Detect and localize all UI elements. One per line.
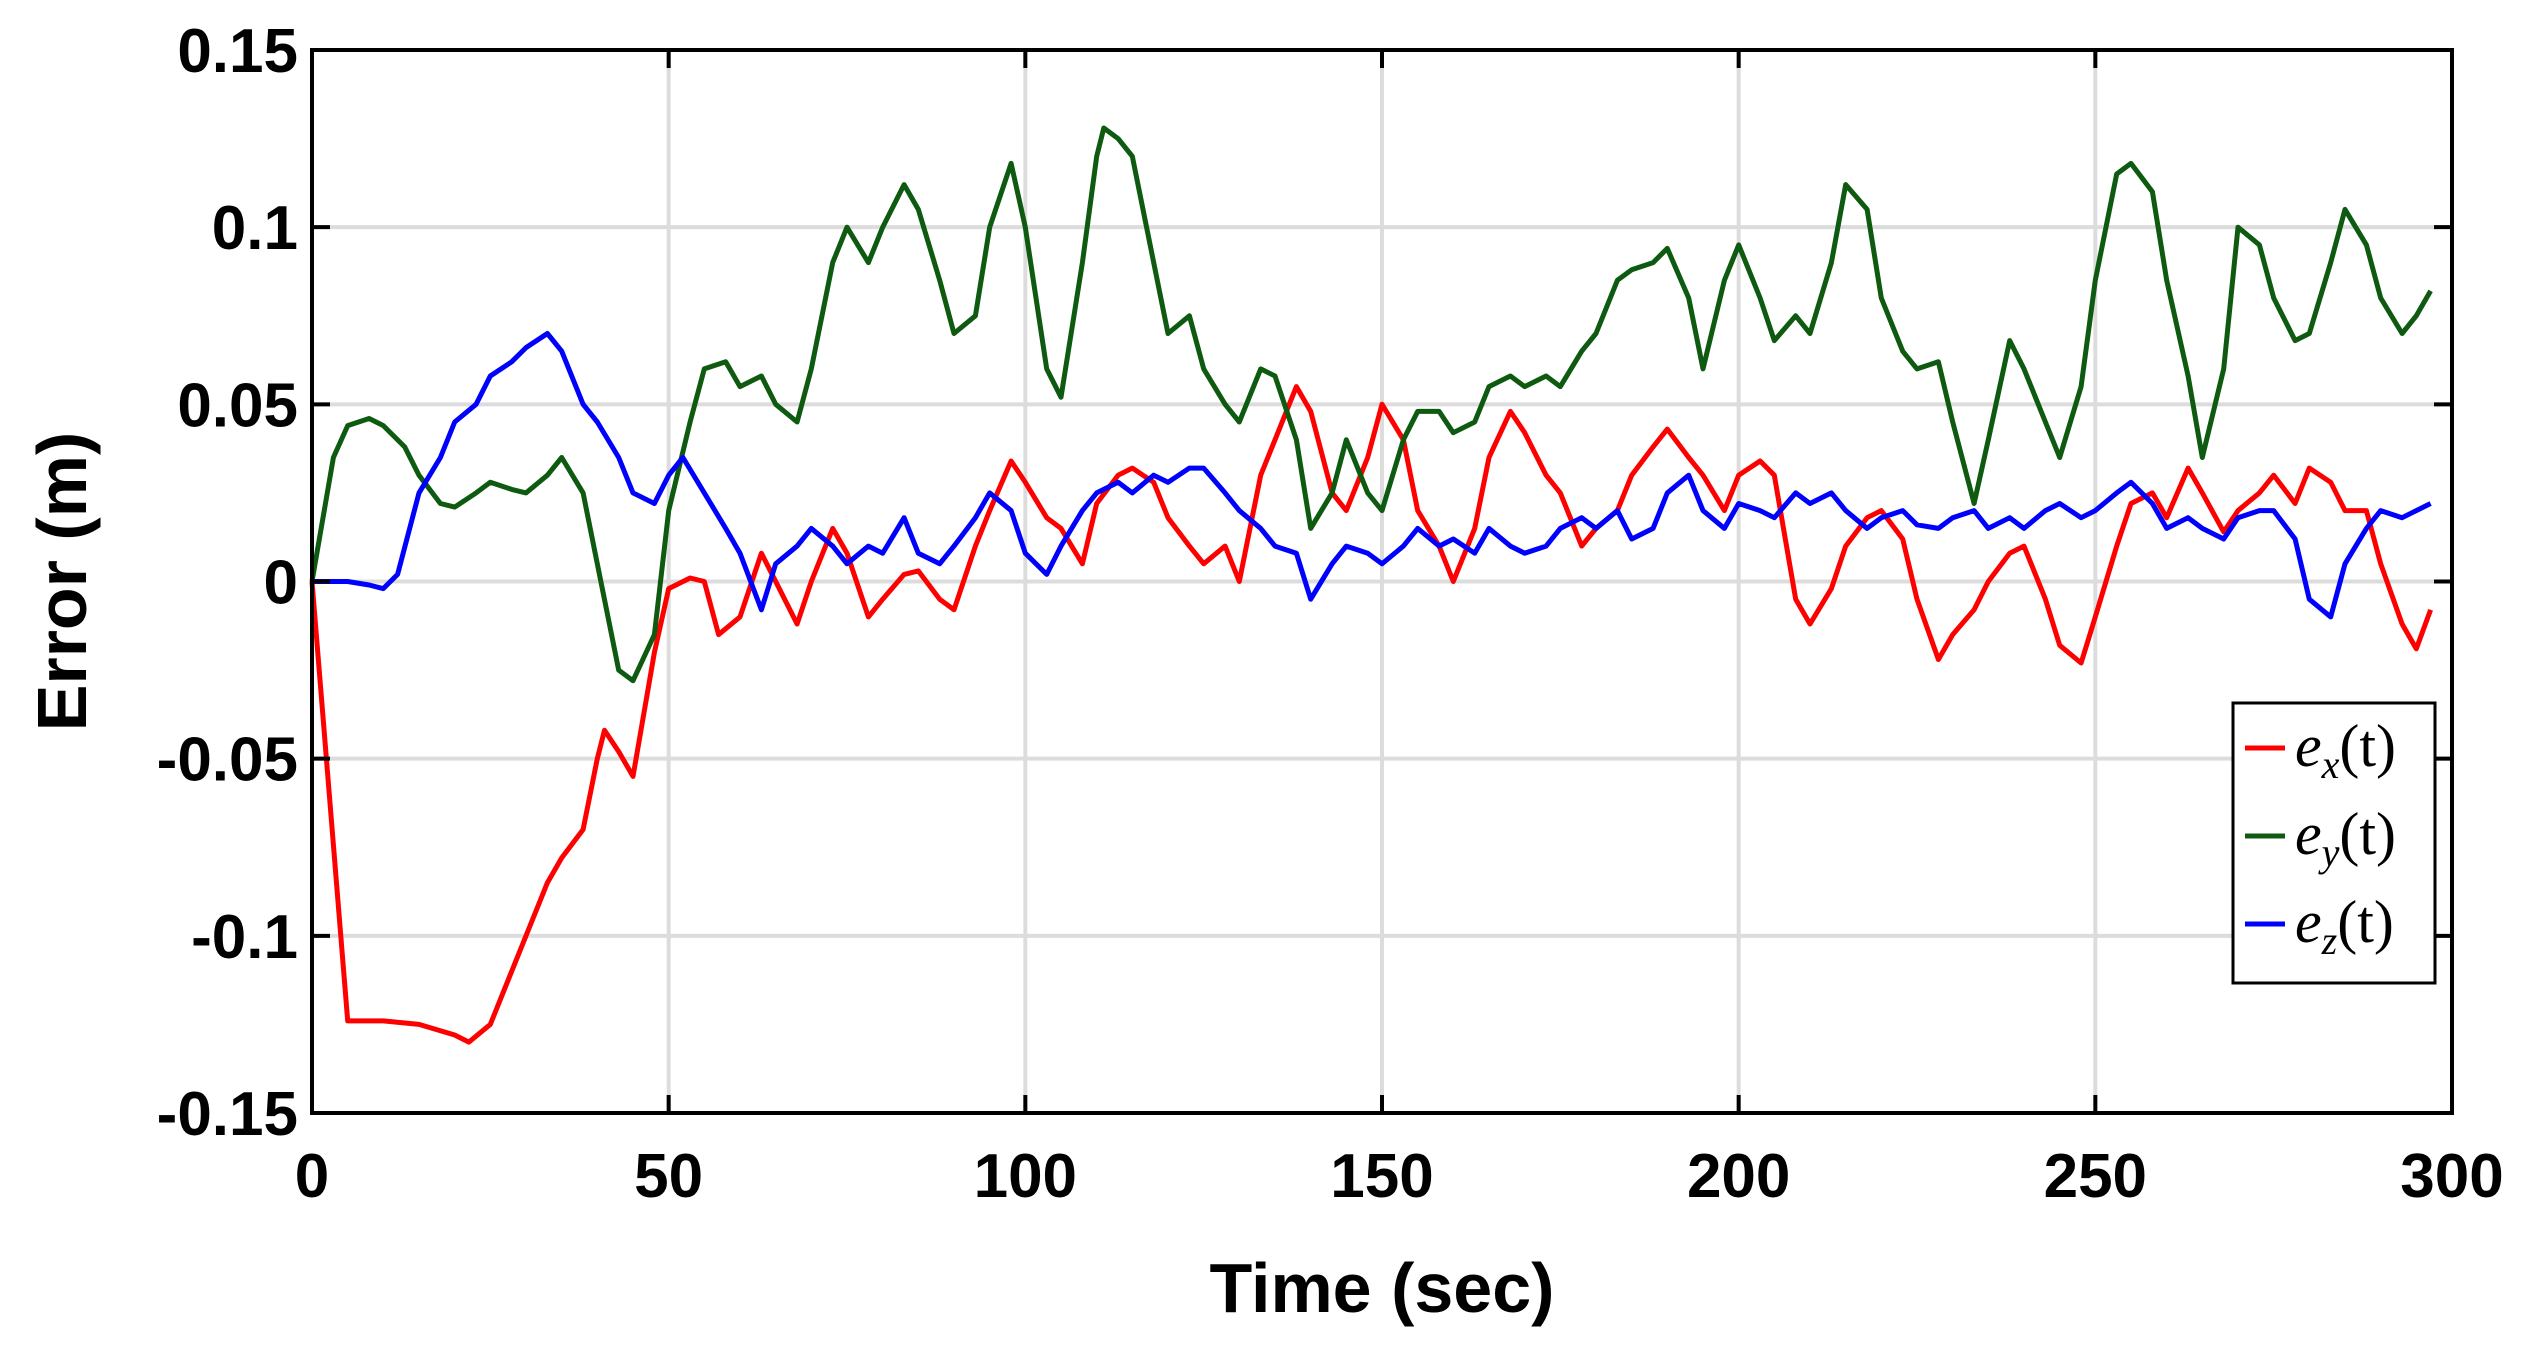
x-axis-label: Time (sec) bbox=[1210, 1249, 1555, 1327]
y-tick-label: 0.15 bbox=[177, 17, 298, 86]
x-tick-label: 200 bbox=[1687, 1142, 1790, 1211]
series-line-z bbox=[312, 331, 2432, 620]
grid-lines bbox=[310, 48, 2454, 1115]
x-tick-label: 300 bbox=[2400, 1142, 2503, 1211]
y-tick-label: -0.1 bbox=[191, 903, 298, 972]
x-tick-label: 50 bbox=[634, 1142, 703, 1211]
y-tick-label: -0.05 bbox=[157, 726, 298, 795]
x-tick-label: 100 bbox=[974, 1142, 1077, 1211]
legend-label-y: ey(t) bbox=[2295, 801, 2396, 875]
legend-label-z: ez(t) bbox=[2295, 889, 2394, 963]
x-tick-label: 150 bbox=[1330, 1142, 1433, 1211]
y-tick-label: 0 bbox=[264, 549, 298, 618]
x-tick-label: 250 bbox=[2044, 1142, 2147, 1211]
series-line-y bbox=[309, 125, 2433, 684]
y-tick-label: 0.1 bbox=[212, 194, 298, 263]
axis-ticks: 0 50 100 150 200 250 300 0.15 0.1 0.05 0 -0.05 -0.1 -… bbox=[157, 17, 2504, 1211]
y-tick-label: 0.05 bbox=[177, 371, 298, 440]
legend-label-x: ex(t) bbox=[2295, 713, 2396, 787]
x-tick-label: 0 bbox=[295, 1142, 329, 1211]
y-tick-label: -0.15 bbox=[157, 1080, 298, 1149]
plot-series bbox=[309, 125, 2433, 1045]
legend: ex(t) ey(t) ez(t) bbox=[2231, 701, 2437, 985]
y-axis-label: Error (m) bbox=[23, 432, 101, 731]
